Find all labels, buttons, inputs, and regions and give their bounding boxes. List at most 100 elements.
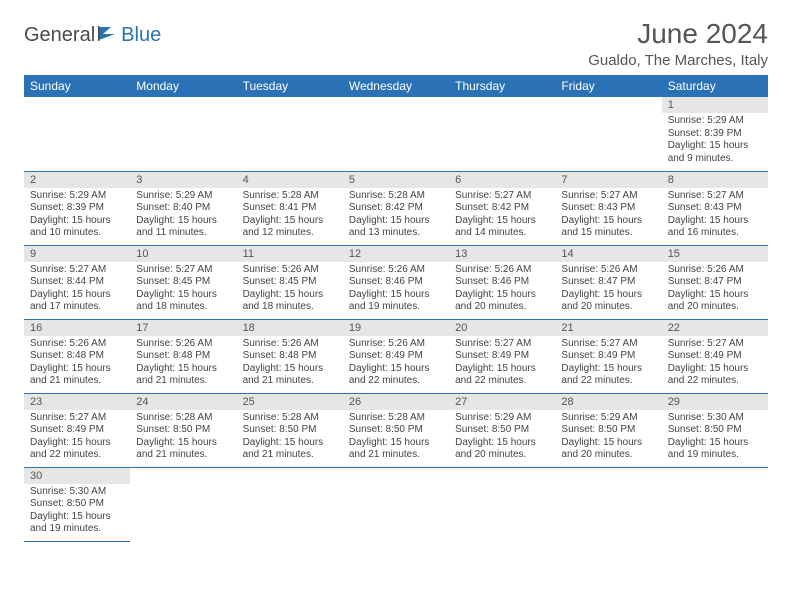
- weekday-header: Tuesday: [237, 75, 343, 97]
- calendar-week-row: 23Sunrise: 5:27 AMSunset: 8:49 PMDayligh…: [24, 393, 768, 467]
- calendar-cell: 24Sunrise: 5:28 AMSunset: 8:50 PMDayligh…: [130, 393, 236, 467]
- page-title: June 2024: [588, 18, 768, 50]
- sunset-line: Sunset: 8:50 PM: [243, 424, 337, 437]
- day-number: 10: [130, 246, 236, 262]
- daylight-line: Daylight: 15 hours and 22 minutes.: [668, 363, 762, 388]
- sunset-line: Sunset: 8:45 PM: [243, 276, 337, 289]
- sunset-line: Sunset: 8:46 PM: [349, 276, 443, 289]
- sunrise-line: Sunrise: 5:27 AM: [136, 264, 230, 277]
- day-number: 3: [130, 172, 236, 188]
- sunrise-line: Sunrise: 5:26 AM: [243, 338, 337, 351]
- calendar-cell: 2Sunrise: 5:29 AMSunset: 8:39 PMDaylight…: [24, 171, 130, 245]
- day-details: Sunrise: 5:29 AMSunset: 8:39 PMDaylight:…: [24, 188, 130, 244]
- day-details: Sunrise: 5:27 AMSunset: 8:43 PMDaylight:…: [662, 188, 768, 244]
- sunrise-line: Sunrise: 5:29 AM: [455, 412, 549, 425]
- day-number: 20: [449, 320, 555, 336]
- sunset-line: Sunset: 8:42 PM: [455, 202, 549, 215]
- logo-text-general: General: [24, 24, 95, 47]
- sunset-line: Sunset: 8:49 PM: [455, 350, 549, 363]
- day-number: 19: [343, 320, 449, 336]
- daylight-line: Daylight: 15 hours and 14 minutes.: [455, 215, 549, 240]
- sunset-line: Sunset: 8:43 PM: [668, 202, 762, 215]
- day-number: 14: [555, 246, 661, 262]
- day-details: Sunrise: 5:26 AMSunset: 8:47 PMDaylight:…: [555, 262, 661, 318]
- daylight-line: Daylight: 15 hours and 11 minutes.: [136, 215, 230, 240]
- day-number: 29: [662, 394, 768, 410]
- sunset-line: Sunset: 8:43 PM: [561, 202, 655, 215]
- day-number: 21: [555, 320, 661, 336]
- sunset-line: Sunset: 8:44 PM: [30, 276, 124, 289]
- sunrise-line: Sunrise: 5:26 AM: [668, 264, 762, 277]
- calendar-cell: [237, 97, 343, 171]
- calendar-cell: [24, 97, 130, 171]
- daylight-line: Daylight: 15 hours and 21 minutes.: [243, 363, 337, 388]
- weekday-header: Saturday: [662, 75, 768, 97]
- calendar-week-row: 1Sunrise: 5:29 AMSunset: 8:39 PMDaylight…: [24, 97, 768, 171]
- calendar-cell: [130, 97, 236, 171]
- calendar-cell: 25 Sunrise: 5:28 AMSunset: 8:50 PMDayligh…: [237, 393, 343, 467]
- sunrise-line: Sunrise: 5:27 AM: [561, 338, 655, 351]
- sunset-line: Sunset: 8:50 PM: [455, 424, 549, 437]
- sunrise-line: Sunrise: 5:28 AM: [243, 190, 337, 203]
- sunset-line: Sunset: 8:50 PM: [349, 424, 443, 437]
- sunrise-line: Sunrise: 5:29 AM: [668, 115, 762, 128]
- calendar-cell: 22Sunrise: 5:27 AMSunset: 8:49 PMDayligh…: [662, 319, 768, 393]
- sunrise-line: Sunrise: 5:27 AM: [455, 190, 549, 203]
- day-number: 1: [662, 97, 768, 113]
- daylight-line: Daylight: 15 hours and 22 minutes.: [455, 363, 549, 388]
- sunset-line: Sunset: 8:41 PM: [243, 202, 337, 215]
- calendar-week-row: 16 Sunrise: 5:26 AMSunset: 8:48 PMDayligh…: [24, 319, 768, 393]
- sunset-line: Sunset: 8:49 PM: [30, 424, 124, 437]
- sunrise-line: Sunrise: 5:30 AM: [30, 486, 124, 499]
- calendar-cell: 9Sunrise: 5:27 AMSunset: 8:44 PMDaylight…: [24, 245, 130, 319]
- weekday-header: Sunday: [24, 75, 130, 97]
- day-details: Sunrise: 5:29 AMSunset: 8:39 PMDaylight:…: [662, 113, 768, 169]
- logo: General Blue: [24, 24, 161, 47]
- day-number: 16: [24, 320, 130, 336]
- sunset-line: Sunset: 8:40 PM: [136, 202, 230, 215]
- day-details: Sunrise: 5:27 AMSunset: 8:49 PMDaylight:…: [555, 336, 661, 392]
- day-details: Sunrise: 5:27 AMSunset: 8:49 PMDaylight:…: [449, 336, 555, 392]
- sunrise-line: Sunrise: 5:26 AM: [349, 264, 443, 277]
- header: General Blue June 2024 Gualdo, The March…: [24, 18, 768, 69]
- day-number: 13: [449, 246, 555, 262]
- calendar-cell: 14Sunrise: 5:26 AMSunset: 8:47 PMDayligh…: [555, 245, 661, 319]
- day-details: Sunrise: 5:26 AMSunset: 8:48 PMDaylight:…: [237, 336, 343, 392]
- daylight-line: Daylight: 15 hours and 21 minutes.: [136, 437, 230, 462]
- day-number: 27: [449, 394, 555, 410]
- daylight-line: Daylight: 15 hours and 20 minutes.: [455, 289, 549, 314]
- day-number: 5: [343, 172, 449, 188]
- sunset-line: Sunset: 8:47 PM: [668, 276, 762, 289]
- daylight-line: Daylight: 15 hours and 21 minutes.: [30, 363, 124, 388]
- daylight-line: Daylight: 15 hours and 21 minutes.: [243, 437, 337, 462]
- day-details: Sunrise: 5:30 AMSunset: 8:50 PMDaylight:…: [24, 484, 130, 540]
- sunrise-line: Sunrise: 5:27 AM: [30, 412, 124, 425]
- sunrise-line: Sunrise: 5:28 AM: [243, 412, 337, 425]
- logo-text-blue: Blue: [121, 24, 161, 47]
- day-details: Sunrise: 5:28 AMSunset: 8:50 PMDaylight:…: [130, 410, 236, 466]
- day-details: Sunrise: 5:26 AMSunset: 8:49 PMDaylight:…: [343, 336, 449, 392]
- daylight-line: Daylight: 15 hours and 21 minutes.: [349, 437, 443, 462]
- calendar-table: SundayMondayTuesdayWednesdayThursdayFrid…: [24, 75, 768, 542]
- day-number: 25: [237, 394, 343, 410]
- sunrise-line: Sunrise: 5:29 AM: [30, 190, 124, 203]
- sunrise-line: Sunrise: 5:26 AM: [455, 264, 549, 277]
- daylight-line: Daylight: 15 hours and 19 minutes.: [349, 289, 443, 314]
- daylight-line: Daylight: 15 hours and 22 minutes.: [349, 363, 443, 388]
- calendar-cell: 30Sunrise: 5:30 AMSunset: 8:50 PMDayligh…: [24, 467, 130, 541]
- calendar-cell: 20Sunrise: 5:27 AMSunset: 8:49 PMDayligh…: [449, 319, 555, 393]
- day-number: 4: [237, 172, 343, 188]
- sunrise-line: Sunrise: 5:27 AM: [668, 338, 762, 351]
- calendar-cell: [662, 467, 768, 541]
- calendar-cell: 12Sunrise: 5:26 AMSunset: 8:46 PMDayligh…: [343, 245, 449, 319]
- calendar-cell: [555, 97, 661, 171]
- sunset-line: Sunset: 8:39 PM: [30, 202, 124, 215]
- calendar-week-row: 30Sunrise: 5:30 AMSunset: 8:50 PMDayligh…: [24, 467, 768, 541]
- calendar-cell: 27Sunrise: 5:29 AMSunset: 8:50 PMDayligh…: [449, 393, 555, 467]
- daylight-line: Daylight: 15 hours and 17 minutes.: [30, 289, 124, 314]
- day-number: 6: [449, 172, 555, 188]
- calendar-cell: 17Sunrise: 5:26 AMSunset: 8:48 PMDayligh…: [130, 319, 236, 393]
- sunset-line: Sunset: 8:47 PM: [561, 276, 655, 289]
- sunrise-line: Sunrise: 5:29 AM: [561, 412, 655, 425]
- daylight-line: Daylight: 15 hours and 22 minutes.: [30, 437, 124, 462]
